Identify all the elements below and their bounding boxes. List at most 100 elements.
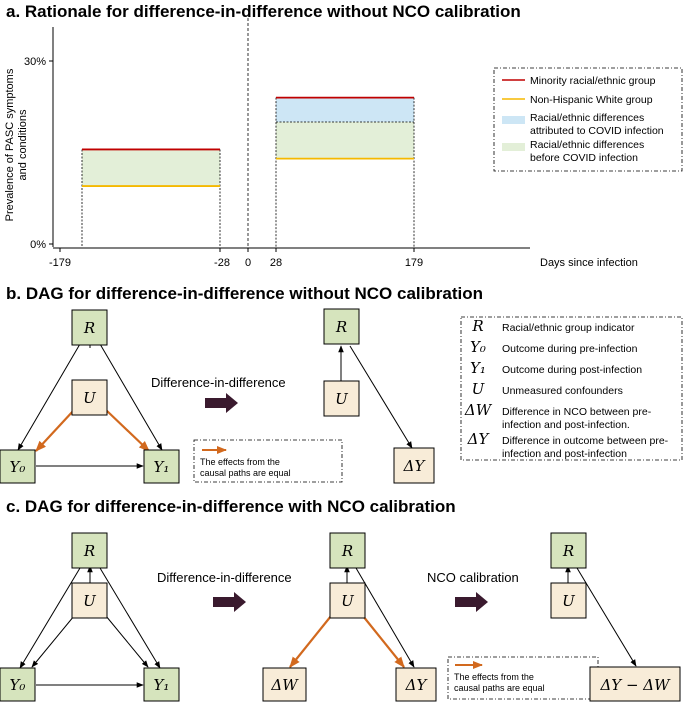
legend-text-r: Racial/ethnic group indicator (502, 322, 635, 334)
before-difference-band-0 (82, 149, 220, 187)
panel-a-title: a. Rationale for difference-in-differenc… (6, 2, 521, 21)
legend-text-y1: Outcome during post-infection (502, 364, 642, 376)
edge-r-y0 (17, 343, 81, 451)
node-r-c2 (329, 532, 366, 569)
panel-c-dag: R U Y₀ Y₁ Difference-in-difference R U Δ… (0, 532, 681, 702)
edge-r-y0-c1 (19, 567, 81, 669)
panel-c-step1-arrow (213, 592, 246, 612)
before-difference-band-1 (276, 122, 414, 159)
node-dy-c2-label: ΔY (405, 676, 429, 694)
node-u-label: U (83, 389, 97, 407)
edge-r-y1-c1 (99, 567, 161, 669)
panel-c-note-line1: The effects from the (454, 672, 534, 682)
node-u (71, 379, 108, 416)
panel-c-note-line2: causal paths are equal (454, 683, 545, 693)
legend-before-swatch (502, 143, 525, 151)
panel-c-step2-label: NCO calibration (427, 570, 519, 585)
panel-a-chart: 30% 0% -179 -28 0 28 179 Days since infe… (4, 18, 683, 269)
node-u-c2-label: U (341, 592, 355, 610)
x-axis-label: Days since infection (540, 257, 638, 269)
node-dy-b2 (393, 447, 435, 484)
edge-u-y1-c1 (105, 615, 149, 668)
legend-text-dw-1: Difference in NCO between pre- (502, 406, 652, 418)
node-y0-label: Y₀ (10, 458, 26, 476)
node-y0-c1-label: Y₀ (10, 676, 26, 694)
legend-sym-dw: ΔW (464, 401, 493, 419)
node-dw-c2 (262, 667, 307, 702)
panel-b-note-box (193, 439, 343, 483)
edge-u-y0-c1 (31, 615, 75, 668)
legend-covid-swatch (502, 116, 525, 124)
panel-c-step1-label: Difference-in-difference (157, 570, 292, 585)
legend-covid-label-1: Racial/ethnic differences (530, 112, 644, 124)
legend-before-label-2: before COVID infection (530, 152, 638, 164)
legend-sym-r: R (471, 317, 483, 335)
edge-r-dydw-c3 (576, 567, 637, 667)
y-tick-label-30: 30% (24, 56, 46, 68)
node-r-b2-label: R (335, 318, 347, 336)
legend-before-label-1: Racial/ethnic differences (530, 139, 644, 151)
panel-b-legend-box (460, 316, 683, 461)
legend-text-dw-2: infection and post-infection. (502, 419, 630, 431)
legend-sym-dy: ΔY (467, 430, 491, 448)
node-dy-minus-dw-c3 (589, 666, 681, 702)
node-y1 (143, 449, 180, 484)
node-y1-c1-label: Y₁ (154, 676, 170, 694)
node-r-c3 (550, 532, 587, 569)
edge-u-y0 (35, 409, 75, 452)
node-u-c3-label: U (562, 592, 576, 610)
panel-b-note-line1: The effects from the (200, 457, 280, 467)
node-u-c1-label: U (83, 592, 97, 610)
panel-b-dag: R U Y₀ Y₁ Difference-in-difference The e… (0, 308, 683, 484)
panel-c-title: c. DAG for difference-in-difference with… (6, 497, 456, 516)
panel-b-step-label: Difference-in-difference (151, 375, 286, 390)
chart-marks (81, 96, 415, 248)
x-tick-label-0: 0 (245, 257, 251, 269)
edge-u-dw-c2 (289, 615, 332, 668)
panel-a-legend: Minority racial/ethnic group Non-Hispani… (493, 67, 683, 172)
legend-text-u: Unmeasured confounders (502, 385, 623, 397)
node-y0-c1 (0, 667, 36, 702)
node-u-c1 (71, 582, 108, 619)
x-tick-label-179: 179 (405, 257, 423, 269)
panel-b-title: b. DAG for difference-in-difference with… (6, 284, 483, 303)
legend-sym-y1: Y₁ (470, 359, 486, 377)
node-y0 (0, 449, 36, 484)
node-y1-label: Y₁ (154, 458, 170, 476)
legend-minority-label: Minority racial/ethnic group (530, 75, 656, 87)
x-tick-label-m28: -28 (214, 257, 230, 269)
edge-u-dy-c2 (362, 615, 405, 668)
edge-r-dy-c2 (355, 567, 415, 668)
edge-r-y1 (99, 343, 163, 451)
y-axis-label-line2: and conditions (17, 109, 29, 180)
panel-b-legend: R Racial/ethnic group indicator Y₀ Outco… (464, 317, 669, 460)
edge-u-y1 (105, 409, 150, 452)
legend-sym-u: U (472, 380, 486, 398)
node-r-c1-label: R (83, 542, 95, 560)
node-dw-c2-label: ΔW (270, 676, 299, 694)
covid-difference-band-1 (276, 97, 414, 122)
y-axis-label-line1: Prevalence of PASC symptoms (4, 68, 16, 221)
node-u-c3 (550, 582, 587, 619)
legend-text-y0: Outcome during pre-infection (502, 343, 638, 355)
x-tick-label-28: 28 (270, 257, 282, 269)
node-u-b2-label: U (335, 390, 349, 408)
legend-covid-label-2: attributed to COVID infection (530, 125, 664, 137)
node-r-b2 (323, 308, 360, 345)
node-dy-minus-dw-c3-label: ΔY − ΔW (599, 676, 671, 694)
panel-b-note-line2: causal paths are equal (200, 468, 291, 478)
x-tick-label-m179: -179 (49, 257, 71, 269)
panel-c-step2-arrow (455, 592, 488, 612)
legend-white-label: Non-Hispanic White group (530, 94, 653, 106)
node-r-label: R (83, 319, 95, 337)
panel-b-step-arrow (205, 393, 238, 413)
node-r-c2-label: R (341, 542, 353, 560)
edge-r-dy-b2 (349, 345, 413, 449)
node-dy-c2 (395, 667, 437, 702)
node-r-c1 (71, 532, 108, 569)
node-u-c2 (329, 582, 366, 619)
legend-text-dy-1: Difference in outcome between pre- (502, 435, 669, 447)
y-tick-label-0: 0% (30, 239, 46, 251)
legend-text-dy-2: infection and post-infection (502, 448, 627, 460)
